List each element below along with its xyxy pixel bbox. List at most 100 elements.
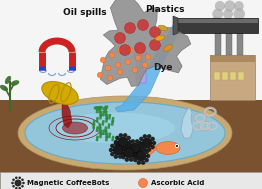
Circle shape xyxy=(142,62,148,68)
Ellipse shape xyxy=(96,106,103,110)
Circle shape xyxy=(131,153,135,157)
Polygon shape xyxy=(132,42,150,83)
Ellipse shape xyxy=(102,105,108,111)
Ellipse shape xyxy=(94,106,101,110)
Ellipse shape xyxy=(11,80,19,86)
Circle shape xyxy=(110,144,114,148)
Circle shape xyxy=(132,154,136,158)
Circle shape xyxy=(223,9,233,19)
Polygon shape xyxy=(100,0,191,86)
Ellipse shape xyxy=(5,76,11,84)
Polygon shape xyxy=(0,0,262,100)
Polygon shape xyxy=(238,72,244,80)
Polygon shape xyxy=(173,16,178,35)
Circle shape xyxy=(117,47,123,53)
Circle shape xyxy=(134,43,145,53)
Circle shape xyxy=(144,158,149,162)
Circle shape xyxy=(136,151,146,161)
Circle shape xyxy=(143,147,147,152)
Text: Oil spills: Oil spills xyxy=(63,8,107,17)
Circle shape xyxy=(141,160,145,165)
Circle shape xyxy=(127,144,131,148)
Circle shape xyxy=(146,154,150,158)
Circle shape xyxy=(15,177,18,179)
Circle shape xyxy=(132,67,138,73)
Ellipse shape xyxy=(155,35,165,41)
Circle shape xyxy=(211,16,222,28)
Circle shape xyxy=(100,57,106,63)
Circle shape xyxy=(135,153,139,157)
Ellipse shape xyxy=(25,102,225,164)
Polygon shape xyxy=(215,30,221,55)
Circle shape xyxy=(133,150,138,154)
Circle shape xyxy=(115,62,121,68)
Circle shape xyxy=(21,178,24,181)
Polygon shape xyxy=(181,108,193,138)
Circle shape xyxy=(115,136,119,140)
Circle shape xyxy=(11,182,14,184)
Circle shape xyxy=(119,146,123,151)
Circle shape xyxy=(224,0,235,12)
Circle shape xyxy=(212,9,223,19)
Ellipse shape xyxy=(163,45,172,51)
Circle shape xyxy=(22,182,25,184)
Circle shape xyxy=(139,137,144,141)
Circle shape xyxy=(119,44,130,56)
Circle shape xyxy=(117,69,123,75)
Circle shape xyxy=(134,151,138,155)
Circle shape xyxy=(138,150,143,154)
Circle shape xyxy=(175,144,179,148)
Circle shape xyxy=(176,145,178,147)
Ellipse shape xyxy=(42,82,78,105)
Ellipse shape xyxy=(18,96,232,170)
Circle shape xyxy=(129,157,133,162)
Polygon shape xyxy=(210,55,255,62)
Circle shape xyxy=(133,158,138,162)
Circle shape xyxy=(233,8,245,20)
Circle shape xyxy=(115,144,119,148)
Circle shape xyxy=(129,144,133,149)
Circle shape xyxy=(133,155,137,159)
Circle shape xyxy=(12,185,15,187)
Circle shape xyxy=(14,180,21,187)
Circle shape xyxy=(138,142,143,146)
Circle shape xyxy=(225,18,233,26)
Polygon shape xyxy=(62,100,72,128)
Circle shape xyxy=(150,145,155,149)
Ellipse shape xyxy=(156,142,180,154)
Circle shape xyxy=(109,148,113,152)
Circle shape xyxy=(128,140,132,144)
Ellipse shape xyxy=(63,122,88,134)
Circle shape xyxy=(234,1,244,11)
Circle shape xyxy=(107,75,113,81)
Circle shape xyxy=(15,187,18,189)
Ellipse shape xyxy=(158,25,168,31)
Polygon shape xyxy=(115,25,178,112)
Polygon shape xyxy=(178,18,258,33)
Circle shape xyxy=(147,147,151,152)
Circle shape xyxy=(139,178,148,187)
Polygon shape xyxy=(226,30,232,55)
Polygon shape xyxy=(230,72,236,80)
Circle shape xyxy=(125,157,129,162)
Circle shape xyxy=(140,146,144,150)
Polygon shape xyxy=(214,72,220,80)
Text: Ascorbic Acid: Ascorbic Acid xyxy=(151,180,204,186)
Circle shape xyxy=(119,133,123,138)
Polygon shape xyxy=(210,55,255,100)
Circle shape xyxy=(114,154,118,159)
Circle shape xyxy=(105,65,111,71)
Circle shape xyxy=(120,151,124,155)
Circle shape xyxy=(114,33,125,43)
Circle shape xyxy=(137,49,143,55)
Circle shape xyxy=(139,145,144,149)
Circle shape xyxy=(113,145,123,155)
Polygon shape xyxy=(0,100,262,189)
Circle shape xyxy=(150,40,161,50)
Circle shape xyxy=(143,134,147,139)
Circle shape xyxy=(138,141,142,145)
Circle shape xyxy=(137,147,141,152)
Circle shape xyxy=(21,185,24,187)
Ellipse shape xyxy=(55,112,175,143)
Circle shape xyxy=(137,160,141,165)
